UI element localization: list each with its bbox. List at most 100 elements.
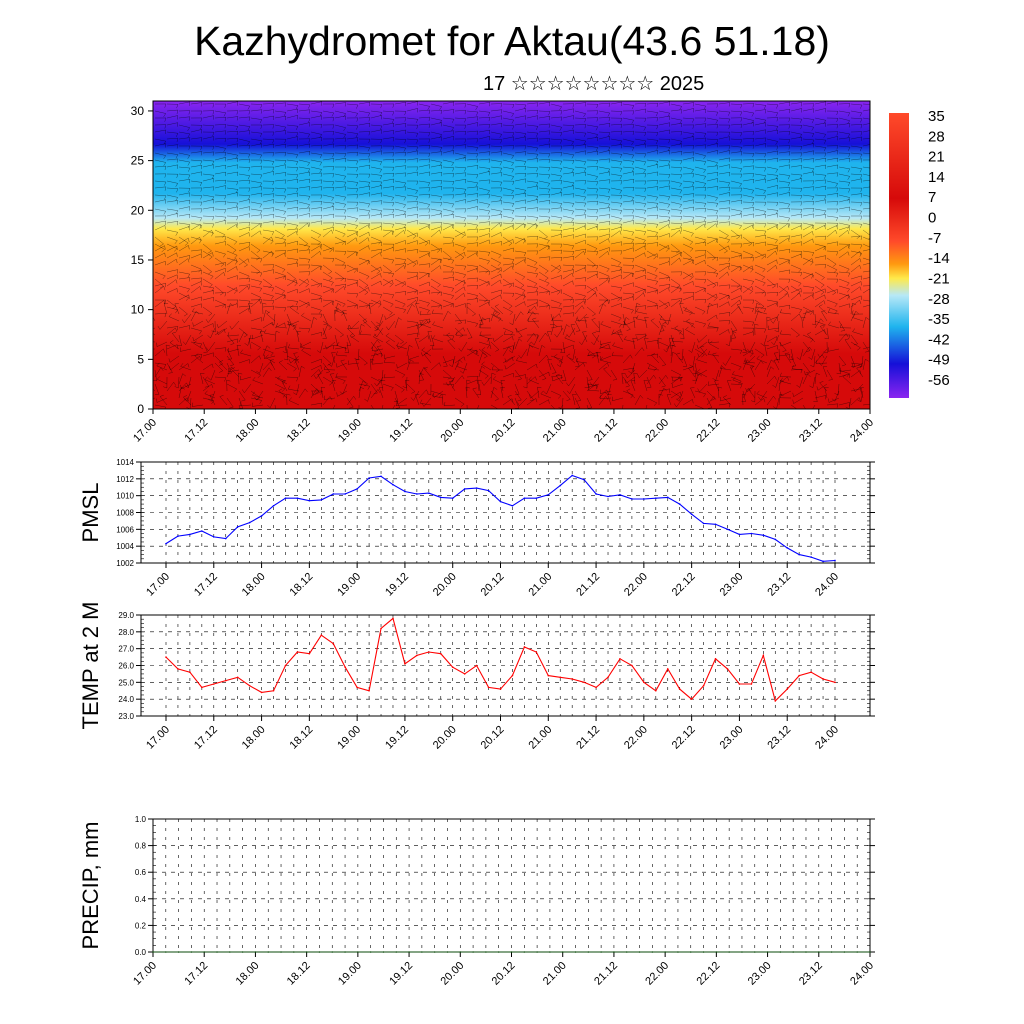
wind-barb-flag: [653, 375, 657, 379]
wind-barb: [538, 101, 550, 105]
wind-barb: [406, 229, 417, 237]
wind-barb: [670, 201, 682, 205]
wind-barb: [574, 201, 586, 204]
wind-barb-flag: [787, 175, 791, 180]
wind-barb-flag: [495, 349, 500, 352]
wind-barb-flag: [788, 269, 791, 274]
wind-barb: [514, 123, 526, 126]
wind-barb-flag: [199, 286, 202, 291]
wind-barb: [514, 192, 526, 196]
wind-barb: [610, 130, 622, 133]
wind-barb: [562, 138, 574, 142]
wind-barb-flag: [871, 261, 873, 264]
wind-barb: [610, 208, 622, 211]
wind-barb: [514, 374, 526, 378]
wind-barb: [298, 257, 310, 260]
wind-barb: [730, 250, 742, 255]
wind-barb: [826, 150, 838, 154]
wind-barb-flag: [344, 145, 347, 150]
wind-barb: [346, 304, 358, 308]
wind-barb: [190, 137, 202, 140]
wind-barb: [676, 354, 684, 364]
wind-barb-flag: [284, 252, 286, 257]
wind-barb-flag: [787, 259, 791, 264]
wind-barb-flag: [679, 257, 682, 262]
wind-barb-flag: [559, 203, 563, 208]
wind-barb: [178, 376, 180, 388]
wind-barb-flag: [654, 275, 658, 280]
wind-barb-flag: [392, 224, 395, 228]
wind-barb-flag: [476, 174, 479, 179]
wind-barb-flag: [476, 153, 479, 158]
wind-barb: [274, 229, 285, 236]
wind-barb-flag: [199, 356, 202, 361]
wind-barb: [430, 226, 442, 231]
wind-barb: [370, 320, 379, 330]
wind-barb: [298, 117, 310, 119]
wind-barb: [286, 324, 291, 336]
wind-barb-flag: [494, 398, 499, 401]
wind-barb-flag: [446, 332, 451, 336]
wind-barb: [382, 279, 393, 287]
wind-barb: [790, 292, 800, 301]
wind-barb: [442, 224, 453, 231]
wind-barb-flag: [439, 120, 442, 124]
wind-barb: [200, 373, 204, 385]
wind-barb: [490, 159, 502, 163]
wind-barb-flag: [739, 168, 743, 173]
wind-barb: [494, 334, 504, 342]
wind-barb-flag: [511, 203, 515, 208]
wind-barb: [562, 324, 567, 336]
wind-barb: [190, 356, 200, 364]
wind-barb-flag: [296, 200, 299, 205]
wind-barb-flag: [632, 258, 635, 263]
wind-barb-flag: [482, 317, 486, 321]
wind-barb-flag: [632, 200, 635, 205]
wind-barb: [298, 122, 310, 126]
wind-barb: [490, 257, 501, 264]
wind-barb: [813, 355, 816, 367]
wind-barb: [706, 117, 718, 121]
wind-barb: [670, 252, 681, 259]
wind-barb-flag: [188, 188, 191, 193]
wind-barb-flag: [200, 249, 203, 254]
wind-barb: [349, 335, 360, 343]
wind-barb: [730, 234, 742, 238]
wind-barb: [446, 334, 456, 343]
wind-barb-flag: [500, 168, 503, 172]
wind-barb-flag: [739, 147, 743, 151]
wind-barb: [694, 223, 705, 231]
wind-barb: [658, 245, 669, 252]
wind-barb-flag: [558, 395, 562, 399]
wind-barb: [598, 238, 609, 245]
wind-barb-flag: [535, 182, 539, 187]
wind-barb: [269, 360, 276, 371]
wind-barb: [454, 279, 465, 287]
wind-barb-flag: [534, 262, 538, 266]
wind-barb: [454, 359, 460, 371]
wind-barb-flag: [859, 258, 862, 263]
wind-barb-flag: [534, 305, 537, 310]
wind-barb: [694, 299, 706, 301]
wind-barb-flag: [688, 257, 692, 261]
wind-barb: [670, 194, 682, 197]
wind-barb-flag: [308, 207, 311, 212]
wind-barb-flag: [476, 158, 479, 163]
wind-barb: [764, 345, 768, 357]
wind-barb: [190, 303, 202, 308]
wind-barb: [766, 259, 777, 266]
wind-barb: [421, 349, 432, 357]
wind-barb: [310, 369, 320, 378]
wind-barb: [502, 327, 514, 333]
wind-barb: [682, 271, 693, 278]
wind-barb-flag: [789, 164, 791, 169]
wind-barb-flag: [566, 353, 571, 357]
wind-barb-flag: [272, 131, 275, 136]
wind-barb: [754, 166, 766, 169]
wind-barb-flag: [667, 204, 670, 208]
wind-barb-flag: [356, 152, 359, 157]
wind-barb-flag: [188, 277, 191, 282]
wind-barb: [190, 102, 202, 105]
wind-barb: [481, 364, 492, 371]
wind-barb-flag: [620, 250, 623, 255]
